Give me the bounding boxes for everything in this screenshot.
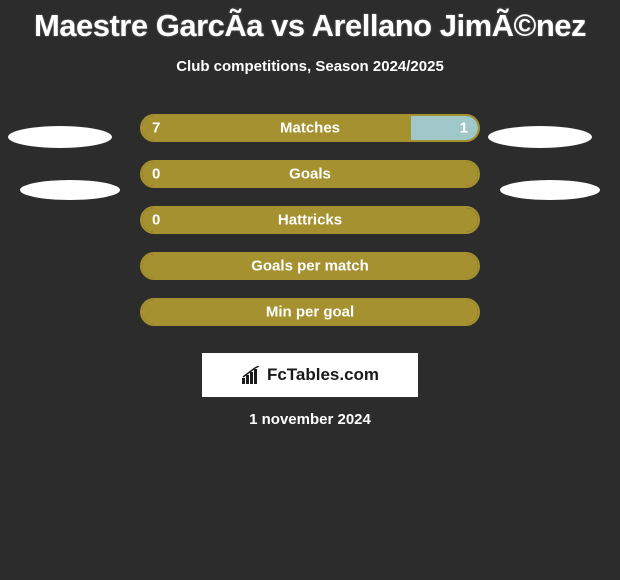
- left-fill: [142, 116, 411, 140]
- bar-label: Hattricks: [278, 212, 342, 229]
- decorative-ellipse: [20, 180, 120, 200]
- bar-container: Goals 0: [140, 160, 480, 188]
- stat-row: Min per goal: [0, 289, 620, 335]
- bar-container: Goals per match: [140, 252, 480, 280]
- bar-container: Hattricks 0: [140, 206, 480, 234]
- bar-label: Goals: [289, 166, 331, 183]
- bar-container: Matches 7 1: [140, 114, 480, 142]
- logo-text: FcTables.com: [267, 365, 379, 385]
- decorative-ellipse: [500, 180, 600, 200]
- bar-container: Min per goal: [140, 298, 480, 326]
- subtitle: Club competitions, Season 2024/2025: [0, 58, 620, 75]
- bar-label: Min per goal: [266, 304, 354, 321]
- stat-row: Goals per match: [0, 243, 620, 289]
- bar-label: Goals per match: [251, 258, 369, 275]
- bar-value-right: 1: [460, 120, 468, 137]
- logo-content: FcTables.com: [241, 365, 379, 385]
- decorative-ellipse: [488, 126, 592, 148]
- decorative-ellipse: [8, 126, 112, 148]
- bar-value-left: 0: [152, 212, 160, 229]
- date-text: 1 november 2024: [0, 411, 620, 428]
- bar-label: Matches: [280, 120, 340, 137]
- bars-icon: [241, 366, 263, 384]
- page-title: Maestre GarcÃ­a vs Arellano JimÃ©nez: [0, 0, 620, 44]
- stat-row: Hattricks 0: [0, 197, 620, 243]
- logo-box: FcTables.com: [202, 353, 418, 397]
- bar-value-left: 0: [152, 166, 160, 183]
- bar-value-left: 7: [152, 120, 160, 137]
